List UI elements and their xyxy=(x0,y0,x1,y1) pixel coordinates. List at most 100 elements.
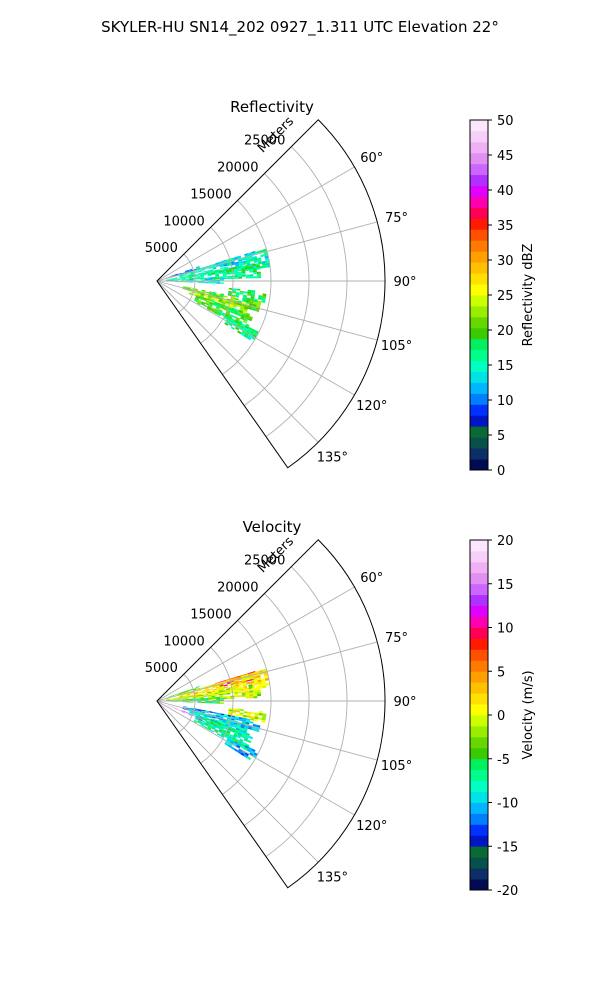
echo-gate xyxy=(233,301,238,305)
echo-gate xyxy=(179,695,184,697)
echo-gate xyxy=(211,295,216,299)
colorbar-segment xyxy=(470,693,488,705)
echo-gate xyxy=(211,683,216,686)
echo-gate xyxy=(171,706,175,709)
echo-gate xyxy=(215,682,220,685)
echo-gate xyxy=(206,298,211,302)
echo-gate xyxy=(212,702,217,704)
echo-gate xyxy=(222,690,227,693)
echo-gate xyxy=(204,265,209,268)
echo-gate xyxy=(240,752,245,757)
reflectivity-colorbar: 0 5 10 15 20 25 30 35 40 45 50 xyxy=(469,114,514,479)
echo-gate xyxy=(229,741,234,745)
echo-gate xyxy=(217,302,222,306)
echo-gate xyxy=(166,699,170,700)
echo-gate xyxy=(198,299,203,303)
echo-gate xyxy=(218,272,223,275)
echo-gate xyxy=(183,274,187,277)
echo-gate xyxy=(212,711,217,714)
echo-gate xyxy=(250,294,255,297)
echo-gate xyxy=(241,750,246,755)
colorbar-segment xyxy=(470,382,488,394)
echo-gate xyxy=(209,722,214,725)
echo-gate xyxy=(185,699,190,701)
echo-gate xyxy=(174,701,179,702)
echo-gate xyxy=(166,279,170,281)
echo-gate xyxy=(229,258,234,261)
echo-gate xyxy=(237,722,242,726)
echo-gate xyxy=(215,726,220,730)
echo-gate xyxy=(241,267,246,270)
echo-gate xyxy=(195,693,200,695)
echo-gate xyxy=(252,723,257,727)
echo-gate xyxy=(237,256,242,259)
echo-gate xyxy=(244,752,250,757)
colorbar-segment xyxy=(470,540,488,552)
colorbar-segment xyxy=(470,218,488,230)
range-tick-label: 20000 xyxy=(217,581,258,596)
echo-gate xyxy=(219,685,224,688)
echo-gate xyxy=(245,300,250,304)
echo-gate xyxy=(241,692,246,696)
echo-gate xyxy=(167,705,172,708)
echo-gate xyxy=(237,686,242,689)
echo-gate xyxy=(231,307,236,311)
echo-gate xyxy=(182,693,187,696)
echo-gate xyxy=(222,696,227,698)
echo-gate xyxy=(204,294,209,298)
echo-gate xyxy=(242,680,247,684)
azimuth-spoke xyxy=(156,280,378,341)
echo-gate xyxy=(200,695,204,698)
echo-gate xyxy=(253,691,258,695)
echo-cell xyxy=(227,707,267,723)
echo-gate xyxy=(235,291,240,295)
reflectivity-grid xyxy=(156,119,386,469)
echo-gate xyxy=(248,686,253,689)
echo-gate xyxy=(223,714,228,717)
echo-gate xyxy=(243,334,248,339)
echo-gate xyxy=(234,717,239,721)
echo-gate xyxy=(249,752,254,757)
echo-gate xyxy=(197,689,202,692)
echo-gate xyxy=(186,287,191,289)
echo-gate xyxy=(197,269,202,272)
echo-gate xyxy=(247,746,253,751)
echo-gate xyxy=(219,294,224,297)
echo-gate xyxy=(242,297,247,301)
echo-gate xyxy=(200,276,205,278)
echo-gate xyxy=(256,267,261,270)
echo-gate xyxy=(181,710,186,713)
echo-gate xyxy=(192,713,197,716)
echo-gate xyxy=(182,279,186,280)
echo-gate xyxy=(219,306,224,310)
echo-gate xyxy=(173,698,178,700)
echo-gate xyxy=(252,303,257,307)
echo-gate xyxy=(188,277,193,279)
echo-gate xyxy=(249,721,254,724)
echo-gate xyxy=(171,706,175,709)
echo-gate xyxy=(196,714,200,718)
echo-gate xyxy=(238,263,243,266)
sector-outline xyxy=(156,539,386,889)
echo-gate xyxy=(208,724,213,728)
echo-gate xyxy=(214,270,219,273)
colorbar-segment xyxy=(470,448,488,460)
echo-gate xyxy=(218,690,223,693)
echo-gate xyxy=(233,270,238,273)
echo-gate xyxy=(233,741,238,746)
colorbar-segment xyxy=(470,207,488,219)
echo-gate xyxy=(226,309,232,313)
echo-gate xyxy=(211,692,216,694)
echo-gate xyxy=(248,264,253,267)
echo-gate xyxy=(205,270,210,272)
echo-gate xyxy=(216,293,221,296)
echo-gate xyxy=(242,260,247,264)
echo-gate xyxy=(222,271,227,274)
echo-cell xyxy=(193,714,253,751)
echo-gate xyxy=(184,712,189,715)
echo-gate xyxy=(197,691,202,694)
echo-gate xyxy=(241,269,246,272)
colorbar-segment xyxy=(470,262,488,274)
echo-gate xyxy=(249,696,254,699)
echo-gate xyxy=(177,692,182,695)
